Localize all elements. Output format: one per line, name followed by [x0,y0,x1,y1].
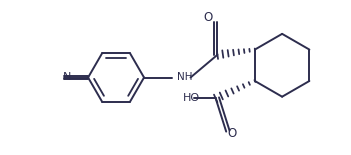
Text: O: O [228,127,237,140]
Text: N: N [63,73,71,82]
Text: HO: HO [183,93,200,103]
Text: NH: NH [177,73,193,82]
Text: O: O [203,11,212,24]
